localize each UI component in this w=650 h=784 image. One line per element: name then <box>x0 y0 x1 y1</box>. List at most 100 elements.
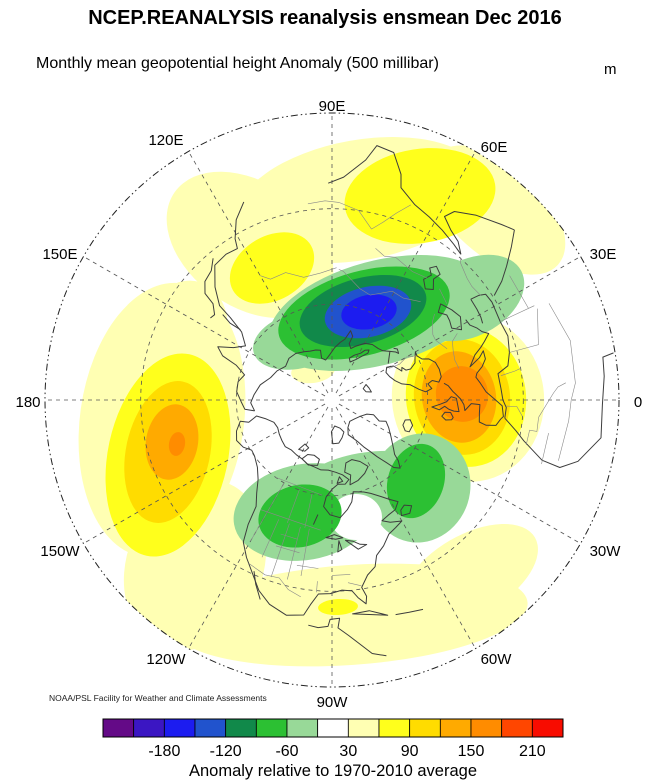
coastline-path <box>389 347 400 354</box>
border-path <box>347 582 362 587</box>
colorbar-cell <box>347 718 380 738</box>
coastline-path <box>470 293 493 303</box>
border-path <box>316 581 318 593</box>
anomaly-contour <box>168 432 186 456</box>
border-path <box>439 288 448 304</box>
coastline-path <box>470 298 484 324</box>
border-path <box>506 405 523 417</box>
lon-label-120E: 120E <box>148 132 183 149</box>
coastline-path <box>312 514 319 525</box>
lon-label-180: 180 <box>15 394 40 411</box>
colorbar-frame <box>102 718 564 738</box>
longitude-labels: 90E 60E 30E 0 30W 60W 90W 120W 150W 180 150E 120E <box>15 98 642 711</box>
coastline-path <box>308 617 387 657</box>
colorbar-cell <box>163 718 196 738</box>
colorbar-cell <box>531 718 564 738</box>
border-path <box>270 523 290 578</box>
border-path <box>296 565 319 569</box>
coastline-path <box>441 411 454 421</box>
border-path <box>300 528 310 576</box>
coastline-path <box>504 352 614 468</box>
coastline-path <box>336 476 344 484</box>
anomaly-contour <box>318 598 358 616</box>
colorbar-tick-label: -180 <box>148 743 180 760</box>
border-path <box>304 493 313 528</box>
coastline-path <box>236 415 403 616</box>
colorbar-cell <box>470 718 503 738</box>
colorbar-tick-label: 210 <box>519 743 546 760</box>
border-path <box>260 267 337 280</box>
colorbar-cell <box>102 718 135 738</box>
border-path <box>541 433 549 465</box>
colorbar-cell <box>378 718 411 738</box>
border-path <box>525 417 539 445</box>
attribution-text: NOAA/PSL Facility for Weather and Climat… <box>49 693 267 703</box>
anomaly-contour <box>229 232 315 304</box>
coastline-path <box>437 303 462 331</box>
coastline-path <box>431 396 460 413</box>
anomaly-fill-layer <box>78 137 566 667</box>
country-borders <box>248 200 576 598</box>
meridian-line <box>188 151 329 394</box>
border-path <box>266 482 285 514</box>
lon-label-60E: 60E <box>481 139 508 156</box>
border-path <box>375 248 428 279</box>
border-path <box>548 303 576 461</box>
border-path <box>500 368 521 376</box>
coastline-path <box>348 349 370 363</box>
coastline-path <box>214 201 255 412</box>
coastline-path <box>253 571 261 600</box>
coastlines <box>204 145 614 657</box>
anomaly-contour <box>330 494 382 540</box>
colorbar-cell <box>317 718 349 738</box>
border-path <box>432 313 448 350</box>
coastline-path <box>222 314 241 331</box>
border-path <box>280 533 298 540</box>
lon-label-90W: 90W <box>317 694 349 711</box>
border-path <box>538 382 566 418</box>
units-label: m <box>604 61 617 78</box>
border-path <box>275 477 323 496</box>
border-path <box>331 574 351 576</box>
coastline-path <box>344 459 369 486</box>
colorbar-cell <box>439 718 472 738</box>
coastline-path <box>402 419 414 433</box>
lon-label-0: 0 <box>634 394 642 411</box>
anomaly-contour <box>435 366 489 422</box>
border-path <box>509 308 539 353</box>
meridian-line <box>338 403 581 544</box>
colorbar-tick-label: 30 <box>339 743 357 760</box>
border-path <box>287 489 300 524</box>
lon-label-90E: 90E <box>319 98 346 115</box>
coastline-path <box>400 504 413 517</box>
anomaly-contour <box>415 254 525 342</box>
colorbar: -180 -120 -60 30 90 150 210 <box>102 718 564 760</box>
coastline-path <box>337 540 343 553</box>
coastline-path <box>250 330 391 412</box>
coastline-path <box>330 425 345 445</box>
coastline-path <box>347 413 401 469</box>
border-path <box>338 269 421 302</box>
meridian-line <box>335 151 476 394</box>
lon-label-60W: 60W <box>481 651 513 668</box>
meridian-line <box>335 406 476 649</box>
coastline-path <box>301 454 320 466</box>
coastline-path <box>385 351 442 393</box>
coastline-path <box>395 608 424 616</box>
anomaly-contour <box>402 523 538 627</box>
coastline-path <box>493 229 515 296</box>
border-path <box>509 275 529 309</box>
colorbar-cell <box>133 718 165 738</box>
border-path <box>452 350 460 369</box>
colorbar-cell <box>286 718 319 738</box>
latitude-circle <box>140 208 524 592</box>
anomaly-contour <box>386 443 446 519</box>
border-path <box>371 204 411 230</box>
colorbar-cell <box>225 718 257 738</box>
coastline-path <box>298 443 310 452</box>
colorbar-cell <box>501 718 533 738</box>
border-path <box>452 333 458 352</box>
meridian-line <box>83 403 326 544</box>
